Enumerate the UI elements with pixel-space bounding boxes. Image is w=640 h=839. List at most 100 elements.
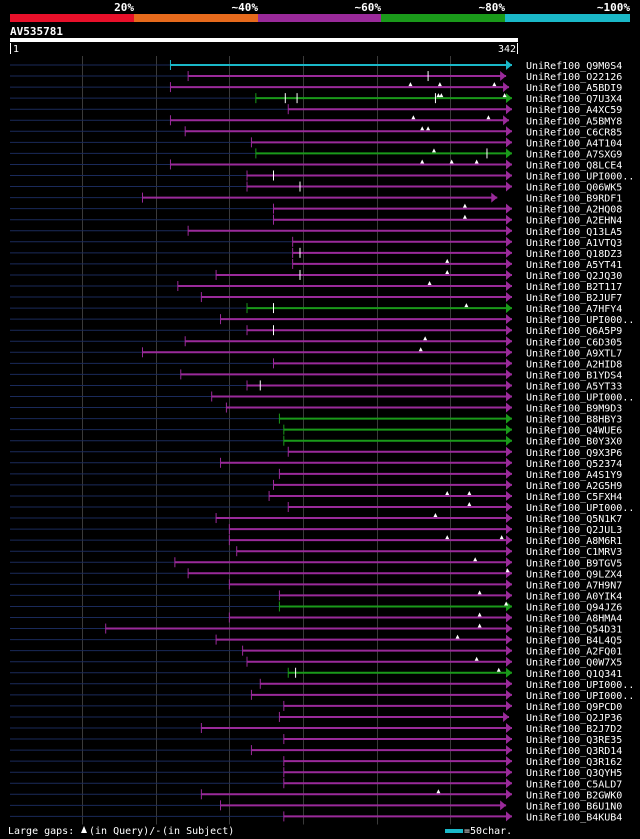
hit-label[interactable]: UniRef100_Q0W7X5 xyxy=(526,658,622,669)
query-gap-triangle-icon xyxy=(433,513,438,518)
hit-label[interactable]: UniRef100_B8HBY3 xyxy=(526,415,622,426)
hit-label[interactable]: UniRef100_Q52374 xyxy=(526,459,622,470)
hit-label[interactable]: UniRef100_A4S1Y9 xyxy=(526,470,622,481)
hit-end-arrow-icon xyxy=(506,645,512,656)
footer-legend: Large gaps: (in Query)/- (in Subject) =5… xyxy=(8,826,512,837)
hit-end-arrow-icon xyxy=(506,314,512,325)
hit-row: UniRef100_A5BMY8 xyxy=(10,115,622,127)
hit-label[interactable]: UniRef100_B9TGV5 xyxy=(526,558,622,569)
hit-label[interactable]: UniRef100_C5ALD7 xyxy=(526,779,622,790)
hit-label[interactable]: UniRef100_B4L4Q5 xyxy=(526,636,622,647)
hit-label[interactable]: UniRef100_A2EHN4 xyxy=(526,216,622,227)
hit-label[interactable]: UniRef100_Q8LCE4 xyxy=(526,160,622,171)
hit-row: UniRef100_B2JUF7 xyxy=(10,292,622,304)
hit-label[interactable]: UniRef100_O22126 xyxy=(526,72,622,83)
hit-label[interactable]: UniRef100_UPI000.. xyxy=(526,503,634,514)
hit-row: UniRef100_A5YT41 xyxy=(10,258,622,271)
query-gap-triangle-icon xyxy=(420,126,425,131)
hit-label[interactable]: UniRef100_A4XC59 xyxy=(526,105,622,116)
hit-label[interactable]: UniRef100_A2G5H9 xyxy=(526,481,622,492)
hit-row: UniRef100_UPI000.. xyxy=(10,689,634,702)
hit-label[interactable]: UniRef100_B1YDS4 xyxy=(526,370,622,381)
hit-label[interactable]: UniRef100_A7SXG9 xyxy=(526,149,622,160)
hit-label[interactable]: UniRef100_A0YIK4 xyxy=(526,591,622,602)
hit-label[interactable]: UniRef100_C6CR85 xyxy=(526,127,622,138)
hit-label[interactable]: UniRef100_Q13LA5 xyxy=(526,227,622,238)
hit-label[interactable]: UniRef100_UPI000.. xyxy=(526,691,634,702)
hit-label[interactable]: UniRef100_A8HMA4 xyxy=(526,614,622,625)
query-gap-triangle-icon xyxy=(423,336,428,341)
hit-label[interactable]: UniRef100_Q7U3X4 xyxy=(526,94,622,105)
hit-row: UniRef100_Q3RD14 xyxy=(10,745,622,757)
hit-label[interactable]: UniRef100_Q3R162 xyxy=(526,757,622,768)
hit-label[interactable]: UniRef100_A2FQ01 xyxy=(526,647,622,658)
hit-label[interactable]: UniRef100_B9M9D3 xyxy=(526,404,622,415)
hit-label[interactable]: UniRef100_Q18DZ3 xyxy=(526,249,622,260)
hit-end-arrow-icon xyxy=(506,656,512,667)
hit-label[interactable]: UniRef100_C6D305 xyxy=(526,337,622,348)
hit-label[interactable]: UniRef100_Q5N1K7 xyxy=(526,514,622,525)
hit-label[interactable]: UniRef100_A1VTQ3 xyxy=(526,238,622,249)
hit-label[interactable]: UniRef100_Q9X3P6 xyxy=(526,448,622,459)
hit-label[interactable]: UniRef100_Q06WK5 xyxy=(526,183,622,194)
hit-row: UniRef100_A9XTL7 xyxy=(10,347,622,359)
hit-label[interactable]: UniRef100_Q9LZX4 xyxy=(526,569,622,580)
query-gap-triangle-icon xyxy=(439,93,444,98)
hit-label[interactable]: UniRef100_A8M6R1 xyxy=(526,536,622,547)
hit-end-arrow-icon xyxy=(506,612,512,623)
hit-label[interactable]: UniRef100_Q2JQ30 xyxy=(526,271,622,282)
hit-label[interactable]: UniRef100_A5BDI9 xyxy=(526,83,622,94)
hit-label[interactable]: UniRef100_B2JUF7 xyxy=(526,293,622,304)
hit-label[interactable]: UniRef100_Q3RE35 xyxy=(526,735,622,746)
hit-label[interactable]: UniRef100_A5BMY8 xyxy=(526,116,622,127)
hit-end-arrow-icon xyxy=(506,700,512,711)
hit-label[interactable]: UniRef100_Q2JP36 xyxy=(526,713,622,724)
hit-label[interactable]: UniRef100_Q3QYH5 xyxy=(526,768,622,779)
hit-label[interactable]: UniRef100_UPI000.. xyxy=(526,172,634,183)
hit-label[interactable]: UniRef100_B2T117 xyxy=(526,282,622,293)
hit-label[interactable]: UniRef100_B6U1N0 xyxy=(526,801,622,812)
hit-label[interactable]: UniRef100_B2J7D2 xyxy=(526,724,622,735)
hit-label[interactable]: UniRef100_Q1Q341 xyxy=(526,669,622,680)
hit-label[interactable]: UniRef100_C5FXH4 xyxy=(526,492,622,503)
hit-label[interactable]: UniRef100_C1MRV3 xyxy=(526,547,622,558)
hit-label[interactable]: UniRef100_A2HQ08 xyxy=(526,205,622,216)
hit-label[interactable]: UniRef100_B4KUB4 xyxy=(526,812,622,823)
hit-label[interactable]: UniRef100_A5YT41 xyxy=(526,260,622,271)
legend-label-20: 20% xyxy=(114,1,134,14)
hit-label[interactable]: UniRef100_B2GWK0 xyxy=(526,790,622,801)
hit-label[interactable]: UniRef100_Q4WUE6 xyxy=(526,426,622,437)
query-gap-triangle-icon xyxy=(420,159,425,164)
hit-row: UniRef100_A0YIK4 xyxy=(10,590,622,602)
hit-label[interactable]: UniRef100_Q6A5P9 xyxy=(526,326,622,337)
hit-label[interactable]: UniRef100_A7HFY4 xyxy=(526,304,622,315)
hit-label[interactable]: UniRef100_Q9M0S4 xyxy=(526,61,622,72)
hit-label[interactable]: UniRef100_A2HID8 xyxy=(526,359,622,370)
hit-end-arrow-icon xyxy=(506,358,512,369)
legend-label-80: ~80% xyxy=(479,1,506,14)
hit-label[interactable]: UniRef100_A9XTL7 xyxy=(526,348,622,359)
hit-label[interactable]: UniRef100_B9RDF1 xyxy=(526,194,622,205)
hit-label[interactable]: UniRef100_Q54D31 xyxy=(526,625,622,636)
hit-end-arrow-icon xyxy=(506,225,512,236)
hit-label[interactable]: UniRef100_UPI000.. xyxy=(526,315,634,326)
hit-label[interactable]: UniRef100_Q94JZ6 xyxy=(526,602,622,613)
hit-label[interactable]: UniRef100_A7H9N7 xyxy=(526,580,622,591)
hit-end-arrow-icon xyxy=(506,292,512,303)
hit-label[interactable]: UniRef100_Q2JUL3 xyxy=(526,525,622,536)
hit-label[interactable]: UniRef100_UPI000.. xyxy=(526,393,634,404)
hit-end-arrow-icon xyxy=(506,524,512,535)
hit-row: UniRef100_Q18DZ3 xyxy=(10,247,622,260)
hit-label[interactable]: UniRef100_Q3RD14 xyxy=(526,746,622,757)
hit-label[interactable]: UniRef100_B0Y3X0 xyxy=(526,437,622,448)
hit-label[interactable]: UniRef100_UPI000.. xyxy=(526,680,634,691)
scale-bar xyxy=(445,829,463,833)
hit-label[interactable]: UniRef100_A4T104 xyxy=(526,138,622,149)
hit-label[interactable]: UniRef100_A5YT33 xyxy=(526,381,622,392)
hit-label[interactable]: UniRef100_Q9PCD0 xyxy=(526,702,622,713)
legend-bar-20 xyxy=(10,14,134,22)
hit-row: UniRef100_C6CR85 xyxy=(10,126,622,138)
query-gap-triangle-icon xyxy=(464,303,469,308)
query-gap-triangle-icon xyxy=(486,115,491,120)
